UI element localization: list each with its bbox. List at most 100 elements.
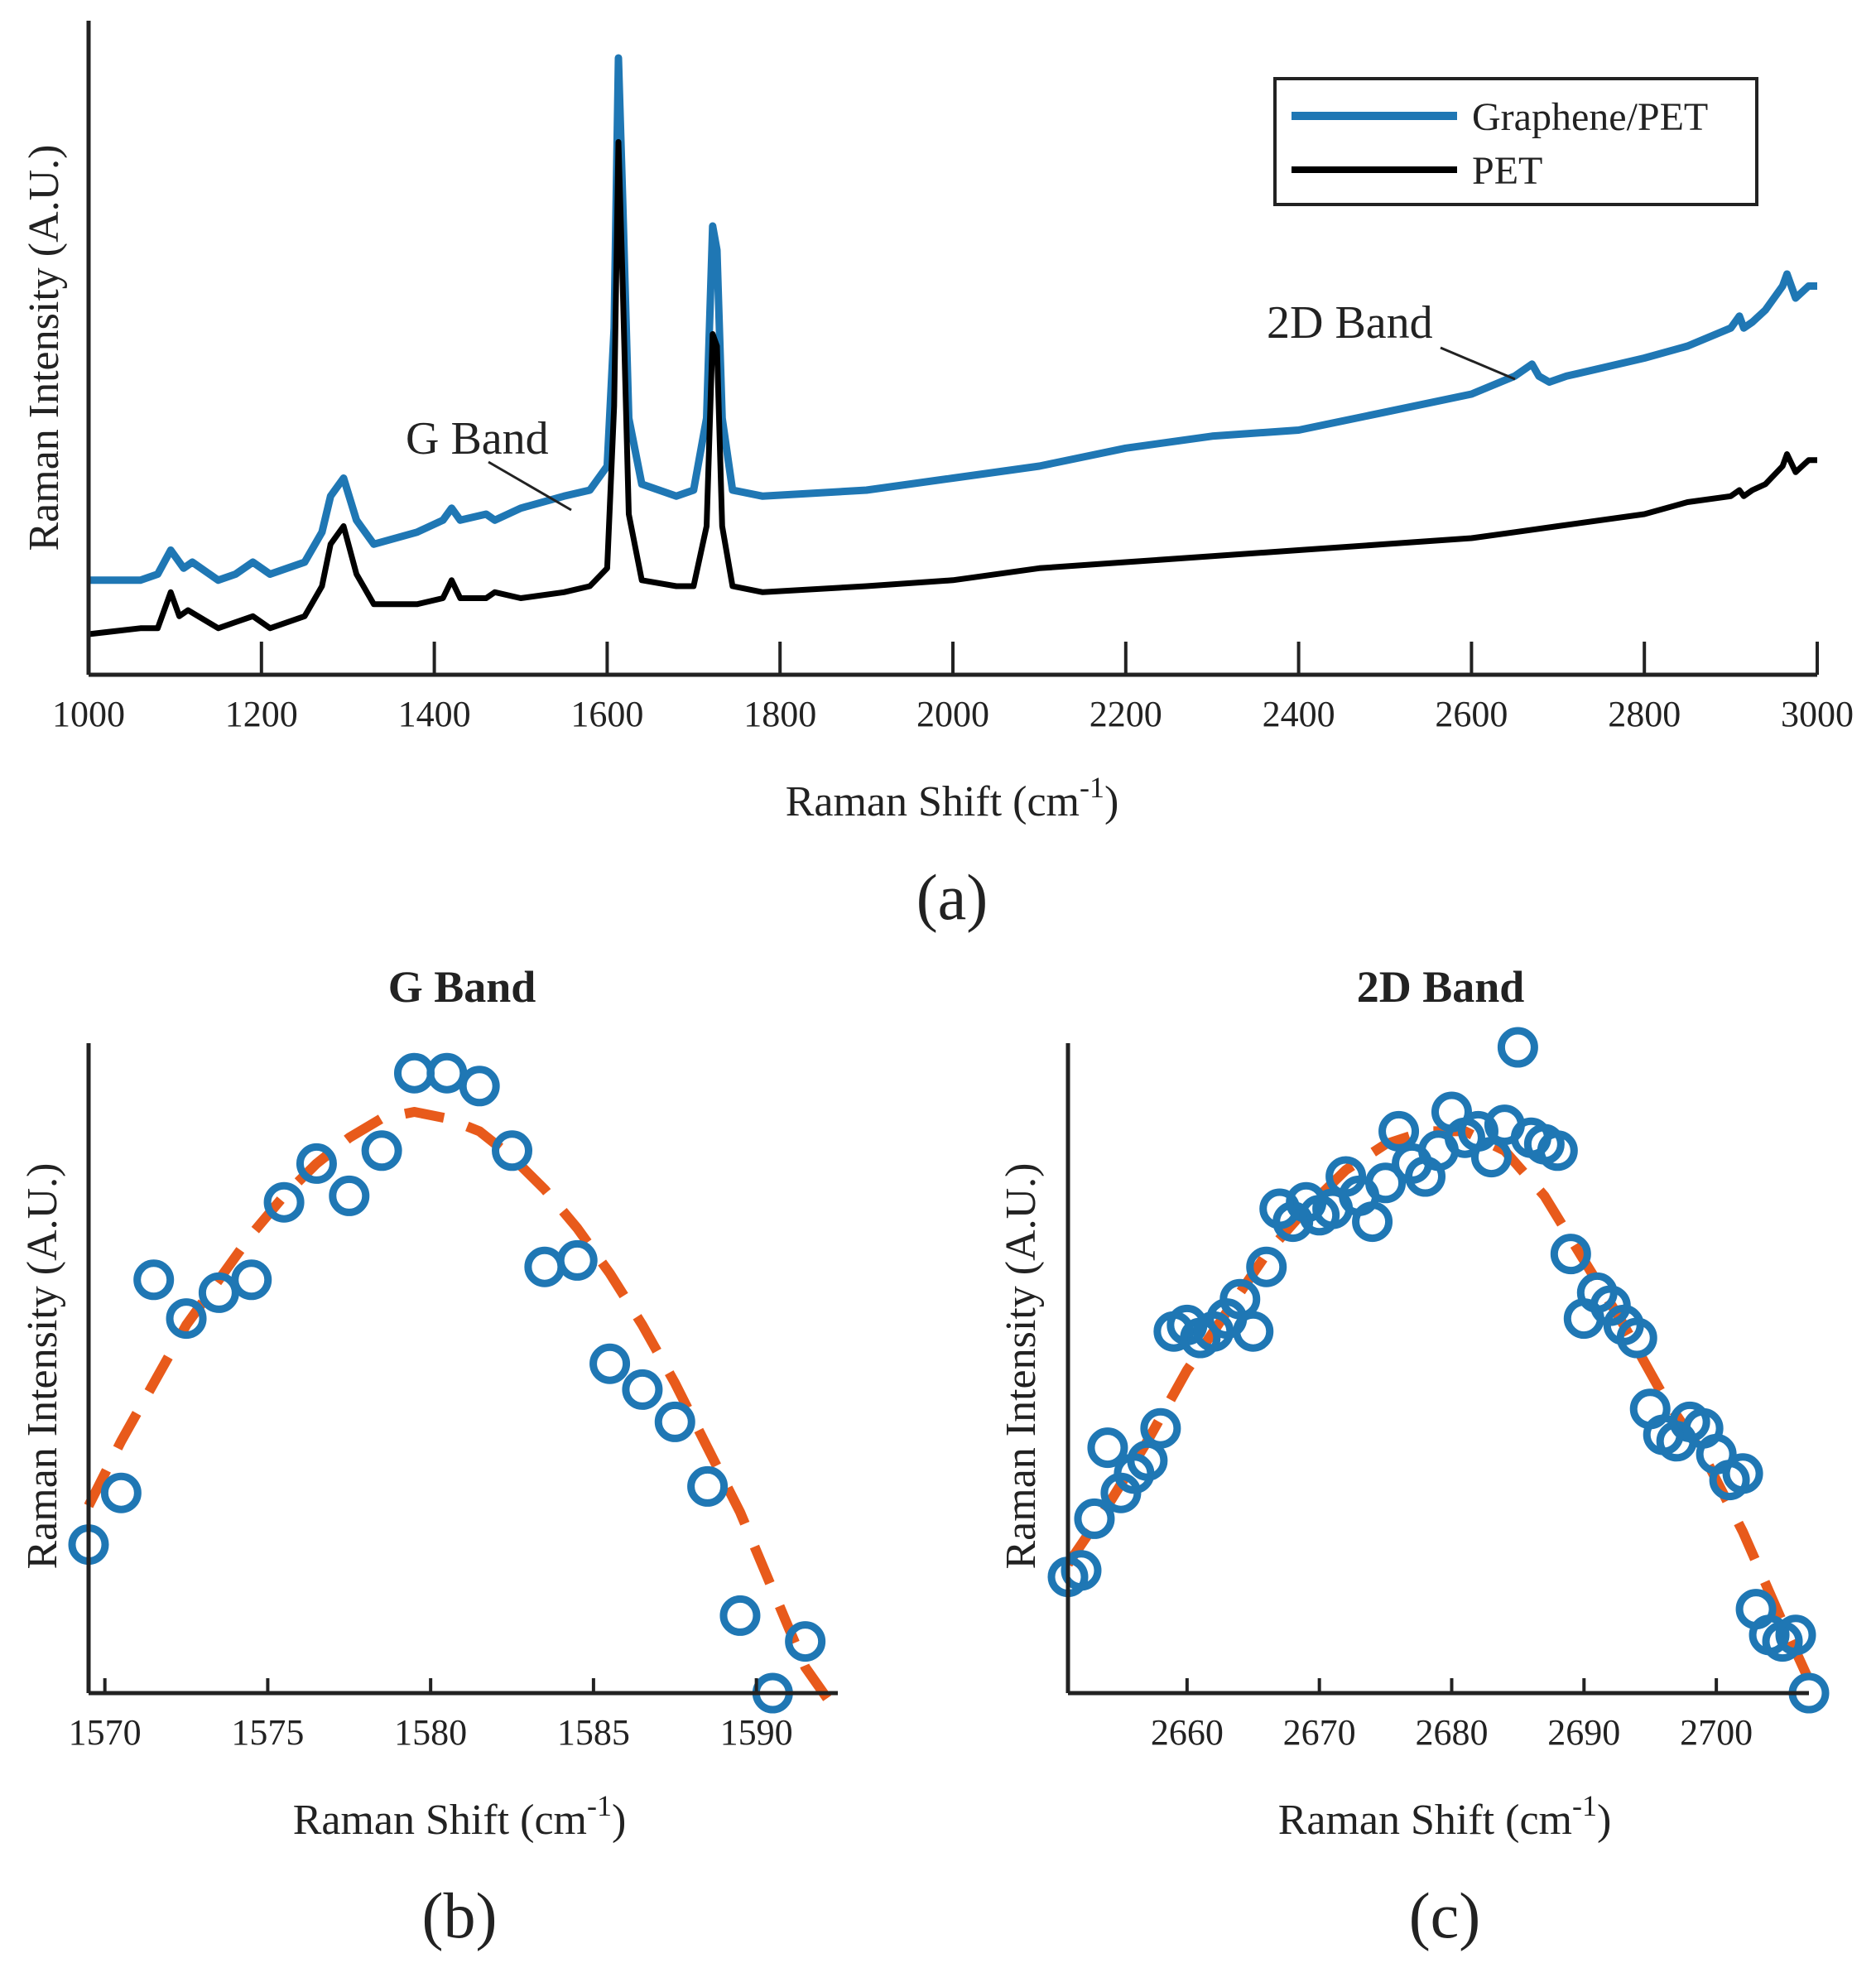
c-point-24 [1365,1162,1407,1204]
c-point-7 [1140,1407,1181,1449]
a-legend: Graphene/PET PET [1273,77,1758,206]
c-ylabel: Raman Intensity (A.U.) [998,1162,1045,1569]
b-xlabel-close: ) [612,1797,626,1844]
c-point-34 [1497,1027,1538,1068]
a-xtick-label-3000: 3000 [1781,694,1854,734]
b-point-7 [296,1143,337,1184]
chart-a: 1000 1200 1400 1600 1800 2000 2200 2400 2600 2800… [21,21,1854,933]
b-xtick-label-1580: 1580 [394,1712,467,1753]
legend-label-pet: PET [1472,149,1542,193]
panel-label-b: (b) [422,1879,498,1951]
c-point-38 [1550,1234,1591,1275]
c-xlabel-main: Raman Shift (cm [1278,1797,1572,1844]
c-point-6 [1127,1440,1168,1481]
b-ylabel: Raman Intensity (A.U.) [19,1162,66,1569]
a-xtick-label-2200: 2200 [1090,694,1162,734]
c-xlabel-close: ) [1597,1797,1611,1844]
b-point-16 [589,1343,631,1384]
chart-c: 2D Band 2660 2670 2680 2690 2700 Raman Inten… [998,962,1830,1951]
b-point-22 [785,1621,826,1662]
c-xlabel: Raman Shift (cm-1) [1278,1789,1612,1844]
a-series-line-graphene-pet [89,54,1817,585]
c-point-14 [1233,1311,1274,1352]
c-point-32 [1470,1137,1512,1178]
c-xtick-label-2690: 2690 [1547,1712,1620,1753]
a-xtick-label-2800: 2800 [1608,694,1681,734]
b-xlabel-sup: -1 [587,1789,612,1822]
c-series-group [1047,1027,1830,1714]
a-legend-box [1273,77,1758,206]
a-ylabel: Raman Intensity (A.U.) [21,144,68,551]
c-point-23 [1352,1201,1393,1243]
b-point-6 [263,1181,305,1223]
b-point-13 [492,1130,533,1172]
panel-label-a: (a) [916,861,989,933]
2d-band-annotation: 2D Band [1267,297,1433,349]
b-point-12 [459,1066,500,1107]
b-point-3 [166,1298,207,1340]
c-series-line-fit [1064,1126,1814,1682]
c-xtick-label-2680: 2680 [1415,1712,1488,1753]
c-xlabel-sup: -1 [1572,1789,1597,1822]
a-xtick-label-1200: 1200 [225,694,298,734]
b-xtick-label-1585: 1585 [557,1712,630,1753]
b-series-group [68,1052,833,1714]
c-xtick-label-2700: 2700 [1680,1712,1753,1753]
a-xlabel-sup: -1 [1080,771,1104,804]
a-series-line-pet [88,139,1817,637]
a-xtick-label-2000: 2000 [916,694,989,734]
panel-label-c: (c) [1409,1879,1481,1951]
c-point-1 [1061,1550,1102,1591]
a-xtick-label-2600: 2600 [1435,694,1508,734]
b-point-5 [231,1259,272,1301]
a-xlabel-main: Raman Shift (cm [786,778,1080,825]
b-point-1 [100,1472,142,1513]
b-xtick-label-1575: 1575 [231,1712,304,1753]
g-band-leader-line [488,460,572,512]
b-xtick-label-1590: 1590 [720,1712,793,1753]
b-xtick-label-1570: 1570 [69,1712,142,1753]
2d-band-leader-line [1440,346,1516,381]
b-ticks-group: 1570 1575 1580 1585 1590 [69,1678,793,1753]
b-point-8 [329,1175,370,1216]
b-xlabel: Raman Shift (cm-1) [293,1789,627,1844]
a-xlabel: Raman Shift (cm-1) [786,771,1119,825]
c-point-37 [1537,1130,1578,1172]
c-xtick-label-2660: 2660 [1151,1712,1224,1753]
b-point-9 [361,1130,402,1172]
b-point-15 [556,1239,598,1281]
chart-b: G Band 1570 1575 1580 1585 1590 Raman Intens… [19,962,838,1951]
c-point-43 [1616,1317,1657,1359]
a-series-group [88,54,1817,637]
b-xlabel-main: Raman Shift (cm [293,1797,587,1844]
c-point-3 [1087,1427,1128,1469]
b-point-2 [133,1259,175,1301]
b-point-17 [622,1369,663,1410]
a-ticks-group: 1000 1200 1400 1600 1800 2000 2200 2400 2600 2800… [52,642,1854,734]
a-xlabel-close: ) [1104,778,1118,825]
b-point-18 [654,1401,695,1442]
c-point-2 [1074,1498,1115,1539]
c-point-55 [1775,1614,1816,1656]
c-xtick-label-2670: 2670 [1283,1712,1356,1753]
a-xtick-label-1800: 1800 [743,694,816,734]
c-point-13 [1219,1278,1261,1320]
c-point-25 [1378,1110,1420,1152]
b-title: G Band [388,962,536,1012]
c-point-51 [1722,1453,1763,1494]
c-title: 2D Band [1357,962,1525,1012]
b-point-20 [719,1595,761,1636]
c-point-15 [1246,1246,1287,1287]
g-band-annotation: G Band [406,413,549,464]
c-ticks-group: 2660 2670 2680 2690 2700 [1151,1678,1753,1753]
a-xtick-label-1000: 1000 [52,694,125,734]
legend-label-graphene-pet: Graphene/PET [1472,95,1708,139]
a-xtick-label-2400: 2400 [1263,694,1335,734]
a-xtick-label-1400: 1400 [398,694,471,734]
a-xtick-label-1600: 1600 [570,694,643,734]
b-point-11 [426,1052,468,1094]
b-point-19 [687,1465,729,1507]
b-series-line-fit [84,1107,833,1703]
